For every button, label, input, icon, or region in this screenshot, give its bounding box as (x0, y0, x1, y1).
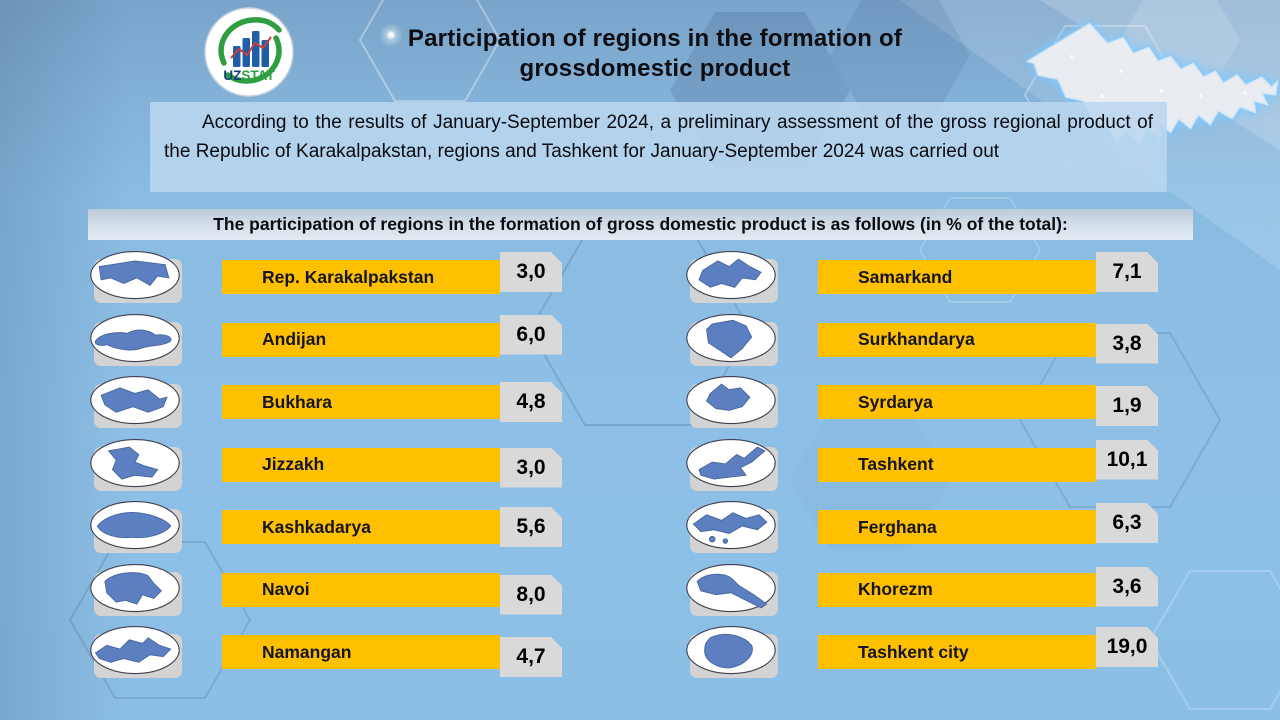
jizzakh-map-icon (88, 437, 182, 493)
region-name-bar: Ferghana (818, 510, 1096, 544)
region-value: 7,1 (1112, 260, 1142, 283)
region-name: Syrdarya (858, 391, 933, 412)
region-value-plaque: 3,0 (500, 252, 562, 292)
region-value: 6,3 (1112, 511, 1142, 534)
region-value-plaque: 8,0 (500, 575, 562, 615)
region-row-bukhara: Bukhara 4,8 (88, 374, 562, 430)
regions-column-right: Samarkand 7,1 Surkhandarya 3,8 Syrdarya … (684, 249, 1158, 687)
region-row-navoi: Navoi 8,0 (88, 562, 562, 618)
region-name: Tashkent (858, 454, 934, 474)
page-title-line1: Participation of regions in the formatio… (407, 25, 903, 52)
region-value-plaque: 4,8 (500, 382, 562, 422)
logo-wordmark: UZSTAT (223, 68, 275, 83)
region-name: Surkhandarya (858, 329, 975, 349)
region-row-tashkent: Tashkent 10,1 (684, 437, 1158, 493)
region-value: 3,6 (1112, 574, 1142, 598)
region-row-tashkent-city: Tashkent city 19,0 (684, 624, 1158, 680)
surkhandarya-map-icon (684, 312, 778, 368)
region-name: Navoi (262, 579, 310, 599)
tashkent-city-map-icon (684, 624, 778, 680)
ferghana-map-icon (684, 499, 778, 555)
region-name: Rep. Karakalpakstan (262, 266, 435, 287)
region-value-plaque: 7,1 (1096, 252, 1158, 292)
region-name-bar: Samarkand (818, 260, 1096, 294)
uzstat-logo: UZSTAT (204, 7, 294, 97)
region-name: Ferghana (858, 516, 937, 537)
region-value-plaque: 19,0 (1096, 627, 1158, 667)
region-name-bar: Khorezm (818, 572, 1096, 607)
region-value-plaque: 4,7 (500, 637, 562, 677)
region-value-plaque: 1,9 (1096, 386, 1158, 426)
region-row-kashkadarya: Kashkadarya 5,6 (88, 499, 562, 555)
region-row-karakalpakstan: Rep. Karakalpakstan 3,0 (88, 249, 562, 305)
logo-trend-line (230, 36, 272, 59)
region-name-bar: Tashkent (818, 447, 1096, 482)
region-value-plaque: 6,0 (500, 315, 562, 355)
region-row-surkhandarya: Surkhandarya 3,8 (684, 312, 1158, 368)
region-name-bar: Syrdarya (818, 385, 1096, 419)
region-value: 3,0 (516, 260, 546, 283)
region-name: Bukhara (262, 391, 333, 412)
region-name-bar: Tashkent city (818, 635, 1096, 669)
andijan-map-icon (88, 312, 182, 368)
logo-bar-chart-icon (233, 31, 269, 67)
region-value: 8,0 (516, 582, 546, 606)
region-row-syrdarya: Syrdarya 1,9 (684, 374, 1158, 430)
region-name-bar: Rep. Karakalpakstan (222, 260, 500, 294)
region-name: Samarkand (858, 266, 953, 287)
region-value: 4,7 (516, 645, 546, 668)
page-title-line2: grossdomestic product (519, 55, 791, 82)
region-row-samarkand: Samarkand 7,1 (684, 249, 1158, 305)
region-value-plaque: 3,0 (500, 448, 562, 488)
region-name-bar: Andijan (222, 322, 500, 357)
kashkadarya-map-icon (88, 499, 182, 555)
region-value: 3,8 (1112, 331, 1142, 355)
region-name-bar: Navoi (222, 572, 500, 607)
region-value: 6,0 (516, 322, 546, 346)
logo-swoosh-bottom (225, 35, 282, 84)
region-name: Jizzakh (262, 454, 325, 474)
region-value: 19,0 (1106, 635, 1148, 658)
namangan-map-icon (88, 624, 182, 680)
region-row-khorezm: Khorezm 3,6 (684, 562, 1158, 618)
region-value: 10,1 (1106, 447, 1148, 471)
region-row-jizzakh: Jizzakh 3,0 (88, 437, 562, 493)
tashkent-map-icon (684, 437, 778, 493)
region-value-plaque: 3,8 (1096, 324, 1158, 364)
region-name-bar: Bukhara (222, 385, 500, 419)
logo-swoosh-top (218, 17, 282, 66)
region-value-plaque: 6,3 (1096, 503, 1158, 543)
bukhara-map-icon (88, 374, 182, 430)
region-row-namangan: Namangan 4,7 (88, 624, 562, 680)
region-value: 1,9 (1112, 394, 1142, 417)
region-name-bar: Surkhandarya (818, 322, 1096, 357)
samarkand-map-icon (684, 249, 778, 305)
region-value-plaque: 10,1 (1096, 440, 1158, 480)
region-value: 5,6 (516, 515, 546, 538)
region-name: Tashkent city (858, 641, 969, 662)
region-row-andijan: Andijan 6,0 (88, 312, 562, 368)
syrdarya-map-icon (684, 374, 778, 430)
description-text: According to the results of January-Sept… (150, 102, 1167, 192)
page-title: Participation of regions in the formatio… (320, 24, 990, 84)
region-name: Khorezm (858, 579, 933, 599)
region-name-bar: Namangan (222, 635, 500, 669)
regions-column-left: Rep. Karakalpakstan 3,0 Andijan 6,0 Bukh… (88, 249, 562, 687)
navoi-map-icon (88, 562, 182, 618)
karakalpakstan-map-icon (88, 249, 182, 305)
subtitle-band: The participation of regions in the form… (88, 209, 1193, 240)
region-value: 4,8 (516, 390, 546, 413)
region-row-ferghana: Ferghana 6,3 (684, 499, 1158, 555)
region-value: 3,0 (516, 455, 546, 479)
region-value-plaque: 3,6 (1096, 567, 1158, 607)
region-name-bar: Jizzakh (222, 447, 500, 482)
region-value-plaque: 5,6 (500, 507, 562, 547)
region-name: Namangan (262, 641, 352, 662)
region-name: Kashkadarya (262, 516, 371, 537)
region-name: Andijan (262, 329, 327, 349)
region-name-bar: Kashkadarya (222, 510, 500, 544)
khorezm-map-icon (684, 562, 778, 618)
